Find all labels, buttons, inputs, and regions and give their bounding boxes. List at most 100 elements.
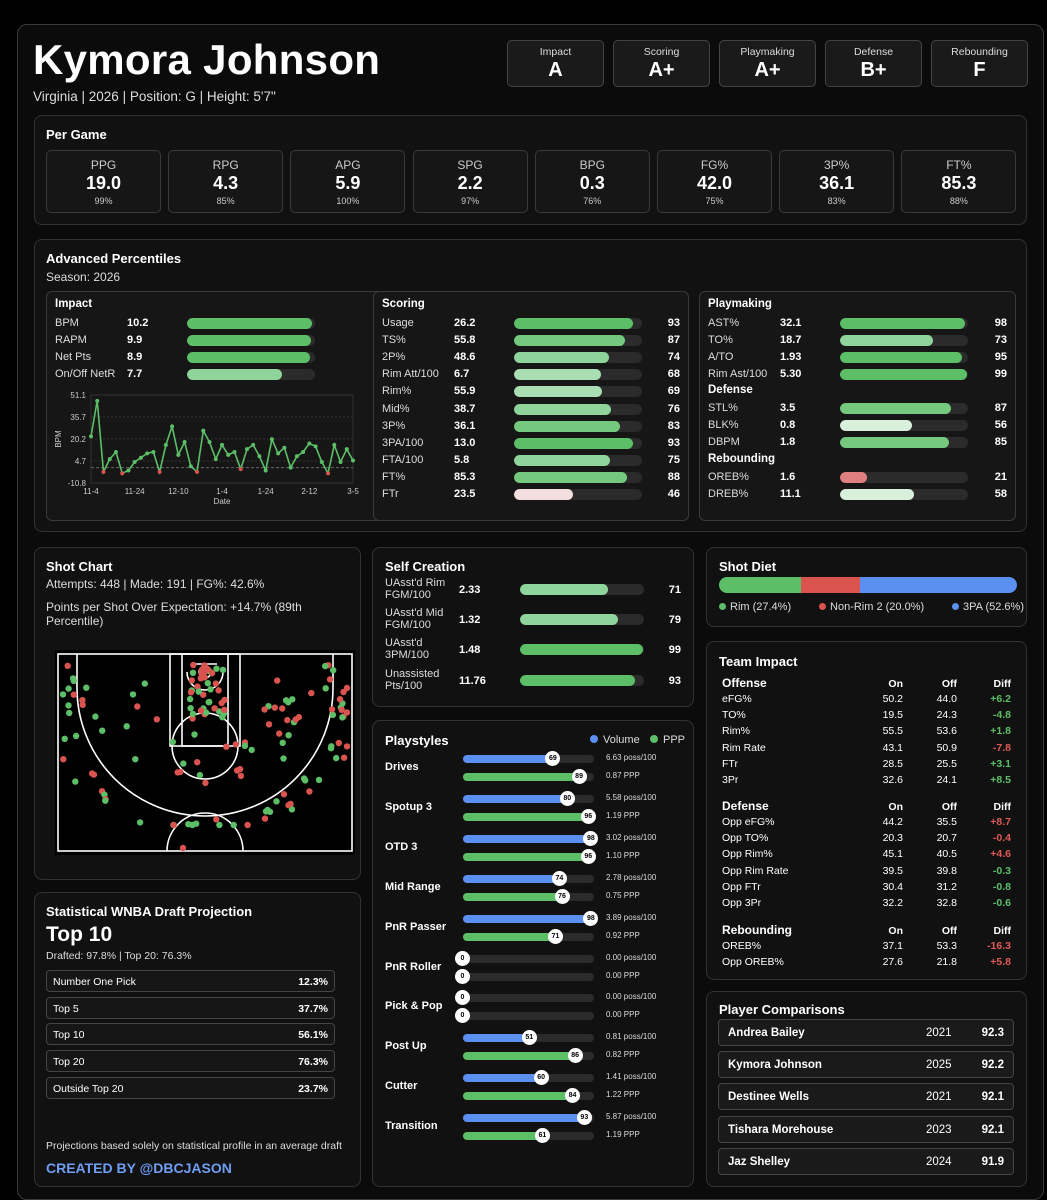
shot-dot (190, 661, 197, 669)
stat-bpg: BPG 0.3 76% (534, 150, 650, 213)
metric-value: 0.8 (780, 419, 796, 432)
credit[interactable]: CREATED BY @DBCJASON (46, 1160, 232, 1176)
y-tick-label: 35.7 (70, 413, 86, 422)
comparison-row[interactable]: Tishara Morehouse 2023 92.1 (718, 1115, 1014, 1143)
shot-dot (339, 714, 346, 721)
stat-value: 85.3 (941, 173, 977, 193)
percentile-fill (840, 420, 912, 432)
self-creation-percentile: 71 (668, 584, 681, 596)
shot-dot (180, 760, 187, 767)
shot-dot (340, 754, 348, 761)
stat-apg: APG 5.9 100% (290, 150, 406, 213)
metric-percentile: 56 (994, 419, 1007, 432)
comparison-row[interactable]: Andrea Bailey 2021 92.3 (718, 1019, 1014, 1046)
stat-percentile: 75% (705, 196, 724, 206)
shot-dot (79, 701, 86, 709)
bpm-point (151, 450, 156, 455)
shot-dot (236, 765, 244, 773)
shot-dot (315, 776, 323, 784)
shot-dot (201, 662, 208, 669)
playstyle-vol-percentile: 80 (559, 790, 575, 806)
metric-label: OREB% (708, 471, 749, 483)
team-impact-diff: -4.8 (992, 709, 1011, 722)
comparison-score: 92.1 (981, 1123, 1004, 1136)
x-tick-label: 3-5 (347, 487, 359, 496)
playstyle-ppp-text: 0.00 PPP (606, 970, 640, 980)
team-impact-diff: -0.8 (992, 880, 1011, 893)
percentile-fill (514, 403, 612, 415)
shot-dot (219, 666, 227, 674)
shot-dot (202, 779, 209, 787)
draft-row: Number One Pick 12.3% (46, 970, 335, 992)
playstyle-ppp-fill (463, 852, 589, 861)
playstyle-vol-text: 0.81 poss/100 (606, 1032, 657, 1042)
bpm-point (126, 468, 131, 473)
metric-value: 48.6 (454, 351, 476, 364)
percentile-bar (840, 403, 968, 414)
playstyle-vol-text: 5.58 poss/100 (606, 792, 657, 802)
metric-label: 3P% (382, 419, 406, 432)
metric-label: RAPM (55, 334, 87, 347)
playstyle-ppp-text: 0.00 PPP (606, 1010, 640, 1020)
percentile-fill (514, 352, 609, 364)
team-impact-on: 55.5 (882, 725, 903, 738)
team-impact-diff: -0.6 (992, 897, 1011, 909)
playstyle-vol-percentile: 0 (455, 990, 470, 1006)
playstyle-vol-bar: 51 (463, 1030, 594, 1046)
playstyle-vol-bar: 69 (463, 751, 594, 766)
comparison-year: 2025 (926, 1059, 952, 1072)
shot-diet-legend-item: Rim (27.4%) (719, 601, 791, 613)
shot-diet-segment (719, 577, 801, 593)
shot-dot (279, 739, 286, 746)
shot-dot (187, 689, 195, 696)
self-creation-label: Unassisted Pts/100 (385, 668, 440, 692)
metric-label: Rim Att/100 (382, 368, 439, 381)
metric-percentile: 87 (667, 334, 680, 347)
self-creation-bar (520, 584, 644, 595)
percentile-bar (514, 386, 642, 398)
team-impact-metric: Opp Rim Rate (722, 864, 789, 877)
team-impact-off: 53.3 (936, 940, 957, 952)
shot-dot (248, 746, 255, 754)
team-impact-row: Opp OREB% 27.6 21.8 +5.8 (722, 956, 1011, 971)
playstyle-name: PnR Passer (385, 920, 447, 933)
shot-dot (232, 741, 239, 748)
playstyle-ppp-percentile: 96 (580, 808, 596, 824)
playstyle-ppp-fill (463, 812, 589, 821)
draft-headline: Top 10 (46, 923, 113, 946)
bpm-point (344, 447, 349, 452)
draft-row-label: Top 10 (53, 1029, 85, 1042)
percentile-fill (840, 369, 967, 381)
team-impact-group-title: Defense (722, 799, 769, 813)
pct-row-oreb-: OREB% 1.6 21 (708, 469, 1007, 486)
comparison-row[interactable]: Destinee Wells 2021 92.1 (718, 1083, 1014, 1111)
playstyle-vol-text: 2.78 poss/100 (606, 872, 657, 882)
percentile-bar (514, 489, 642, 500)
stat-spg: SPG 2.2 97% (412, 150, 528, 213)
stat-ft-pct: FT% 85.3 88% (901, 150, 1017, 213)
x-tick-label: 11-4 (83, 487, 99, 496)
shot-dot (280, 755, 287, 762)
stat-label: FG% (700, 158, 729, 172)
playstyle-ppp-fill (463, 1052, 576, 1061)
percentile-fill (187, 352, 310, 364)
stat-value: 4.3 (213, 173, 239, 193)
playstyle-ppp-percentile: 84 (565, 1088, 581, 1104)
metric-value: 1.93 (780, 351, 802, 364)
playstyle-vol-text: 3.89 poss/100 (606, 912, 657, 922)
comparison-row[interactable]: Kymora Johnson 2025 92.2 (718, 1051, 1014, 1079)
x-tick-label: 11-24 (125, 487, 145, 496)
stat-value: 2.2 (457, 173, 483, 193)
legend-ppp: PPP (650, 734, 685, 746)
bpm-point (176, 452, 181, 457)
team-impact-row: Opp Rim% 45.1 40.5 +4.6 (722, 848, 1011, 863)
comparison-row[interactable]: Jaz Shelley 2024 91.9 (718, 1147, 1014, 1175)
self-creation-bar (520, 614, 644, 625)
stat-percentile: 83% (827, 196, 846, 206)
playstyle-ppp-bar: 76 (463, 888, 594, 904)
shot-dot (292, 716, 299, 723)
team-impact-header: On (888, 925, 903, 937)
metric-percentile: 69 (667, 385, 680, 398)
rebounding-title: Rebounding (708, 453, 776, 465)
pct-row-2p-: 2P% 48.6 74 (382, 349, 680, 366)
